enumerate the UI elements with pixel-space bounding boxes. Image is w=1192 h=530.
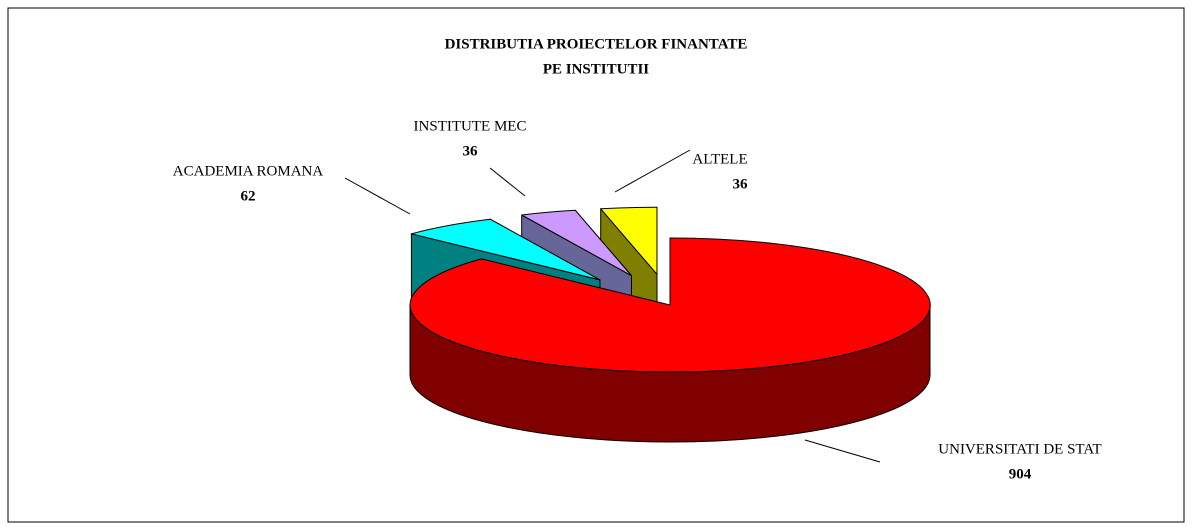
slice-top bbox=[521, 209, 632, 277]
leader-line bbox=[804, 439, 881, 463]
slice-value: 36 bbox=[463, 143, 479, 159]
slice-value: 904 bbox=[1009, 466, 1032, 482]
slice-top bbox=[409, 237, 931, 373]
slice-value: 36 bbox=[733, 176, 749, 192]
leader-line bbox=[344, 177, 411, 215]
labels: ALTELE 36 INSTITUTE MEC 36 ACADEMIA ROMANA 62… bbox=[173, 118, 1102, 482]
slice-label: ALTELE bbox=[692, 151, 747, 167]
leader-line bbox=[489, 167, 526, 197]
leader-line bbox=[614, 149, 691, 193]
chart-title: PE INSTITUTII bbox=[543, 61, 649, 77]
slice-value: 62 bbox=[241, 188, 256, 204]
slice-label: UNIVERSITATI DE STAT bbox=[938, 441, 1101, 457]
slice-top bbox=[600, 206, 658, 275]
chart-title: DISTRIBUTIA PROIECTELOR FINANTATE bbox=[445, 36, 748, 52]
pie-slice bbox=[409, 237, 931, 443]
slice-label: ACADEMIA ROMANA bbox=[173, 163, 324, 179]
slice-top bbox=[410, 218, 601, 281]
pie bbox=[409, 206, 931, 443]
slice-label: INSTITUTE MEC bbox=[414, 118, 527, 134]
